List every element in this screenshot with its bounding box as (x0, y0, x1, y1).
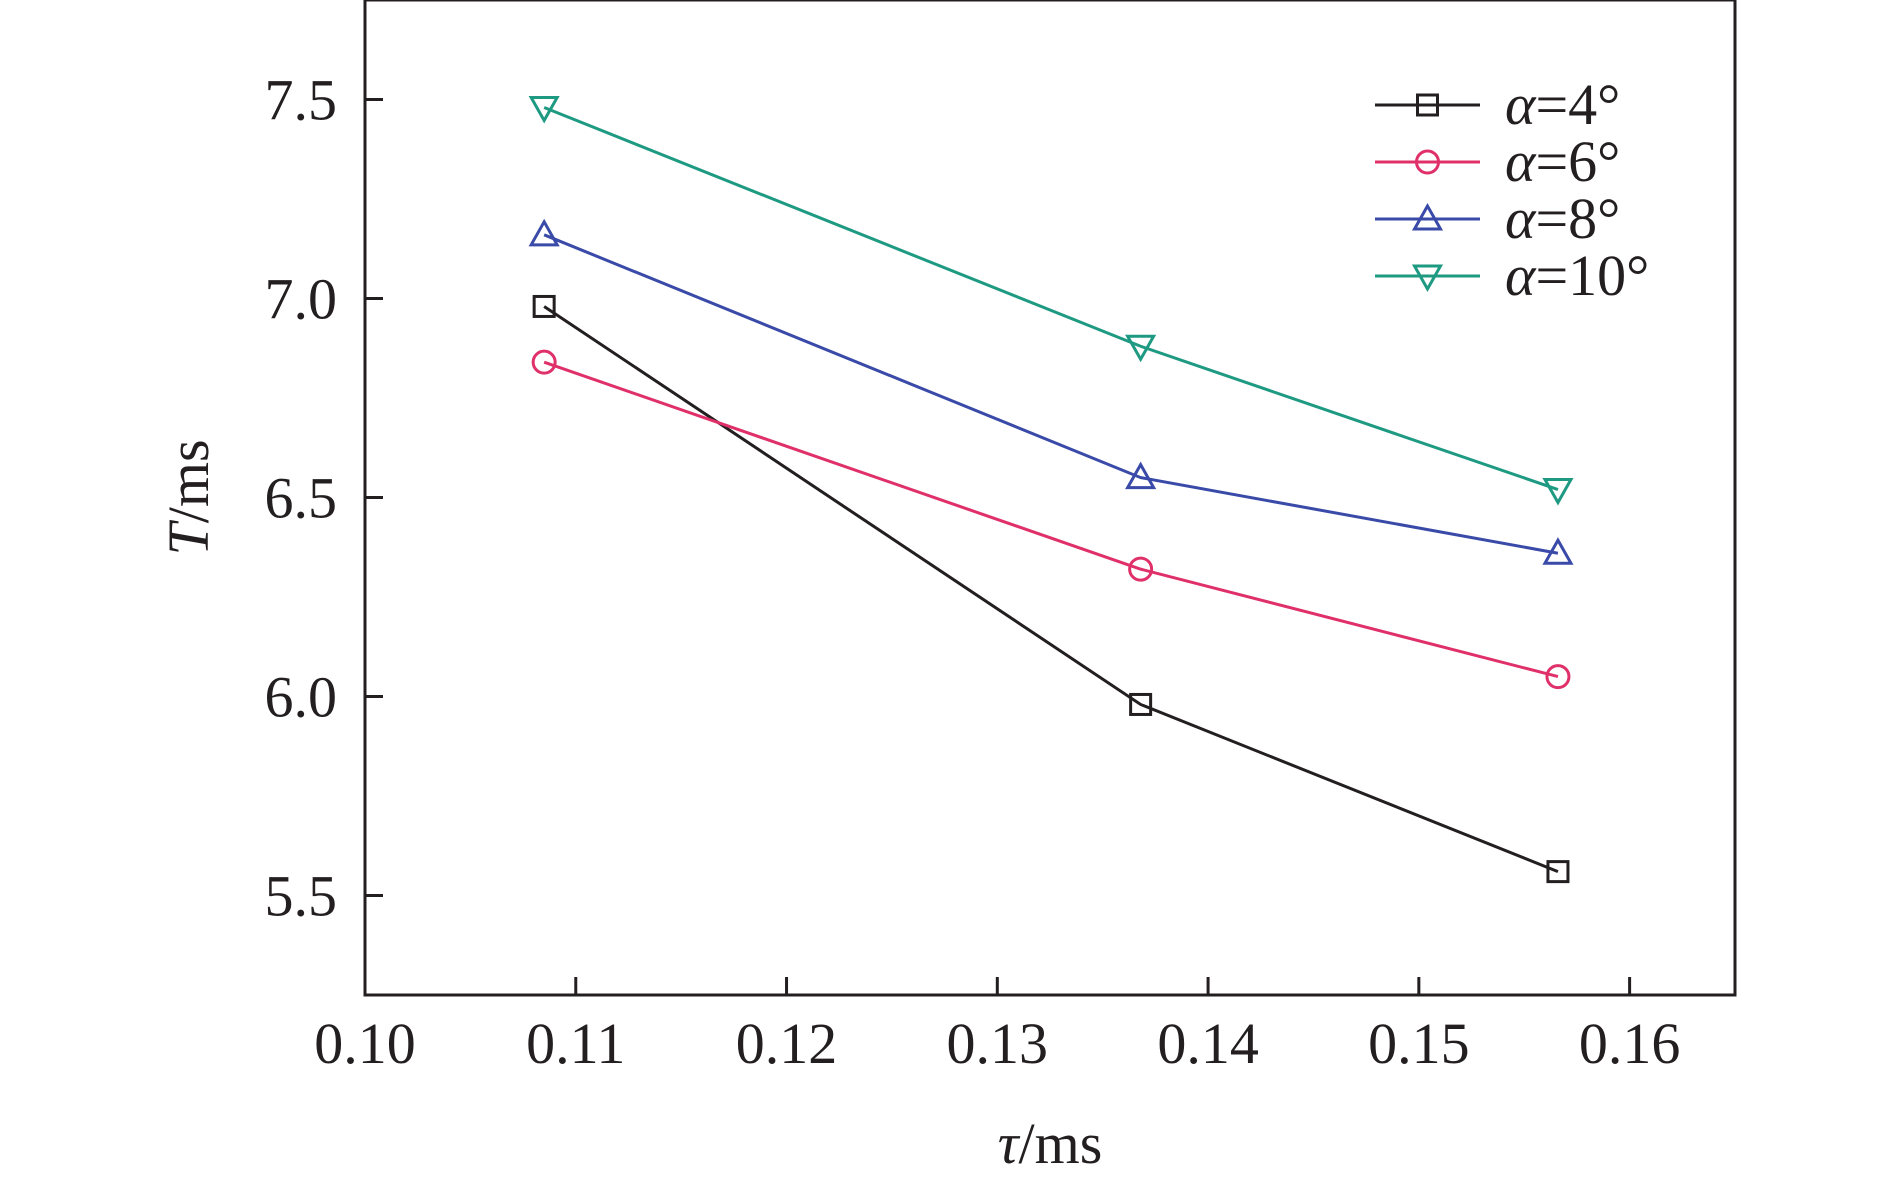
legend-item: α=10° (1375, 243, 1649, 308)
legend-marker (1411, 264, 1444, 293)
data-point (1129, 692, 1153, 716)
data-point (532, 294, 556, 318)
series-line (543, 106, 1559, 491)
x-tick-label: 0.15 (1368, 1011, 1470, 1076)
x-tick-label: 0.16 (1579, 1011, 1681, 1076)
legend-item: α=8° (1375, 186, 1620, 251)
series-4 (528, 95, 1574, 506)
y-tick-label: 7.0 (265, 267, 338, 332)
x-tick-label: 0.11 (526, 1011, 625, 1076)
y-tick-label: 7.5 (265, 68, 338, 133)
series-line (543, 360, 1559, 679)
legend-label: α=6° (1505, 129, 1620, 194)
x-tick-label: 0.13 (947, 1011, 1049, 1076)
x-axis: 0.10 0.11 0.12 0.13 0.14 0.15 0.16 (314, 977, 1680, 1076)
data-point (1125, 334, 1157, 363)
y-axis-label: T/ms (156, 439, 221, 555)
legend-label: α=4° (1505, 72, 1620, 137)
x-tick-label: 0.10 (314, 1011, 416, 1076)
data-point (1545, 664, 1571, 690)
y-tick-label: 6.5 (265, 466, 338, 531)
y-axis: 5.5 6.0 6.5 7.0 7.5 (265, 68, 383, 929)
data-point (528, 95, 560, 124)
series-line (543, 305, 1559, 874)
legend: α=4°α=6°α=8°α=10° (1375, 72, 1649, 308)
legend-marker (1415, 149, 1440, 175)
series-1 (532, 294, 1570, 884)
y-tick-label: 6.0 (265, 665, 338, 730)
legend-label: α=8° (1505, 186, 1620, 251)
series-2 (531, 349, 1571, 690)
data-point (1542, 537, 1574, 565)
data-point (531, 349, 557, 375)
data-point (1125, 461, 1157, 490)
data-point (1546, 860, 1570, 884)
legend-marker (1411, 202, 1444, 231)
data-point (1128, 556, 1154, 582)
legend-item: α=6° (1375, 129, 1620, 194)
data-point (528, 218, 560, 247)
legend-label: α=10° (1505, 243, 1649, 308)
series-line (543, 233, 1559, 555)
x-tick-label: 0.14 (1157, 1011, 1259, 1076)
x-tick-label: 0.12 (736, 1011, 838, 1076)
data-point (1542, 478, 1574, 506)
legend-item: α=4° (1375, 72, 1620, 137)
legend-marker (1416, 93, 1439, 117)
x-axis-label: τ/ms (998, 1111, 1103, 1176)
y-tick-label: 5.5 (265, 864, 338, 929)
series-3 (528, 218, 1574, 565)
series-layer (528, 95, 1574, 884)
